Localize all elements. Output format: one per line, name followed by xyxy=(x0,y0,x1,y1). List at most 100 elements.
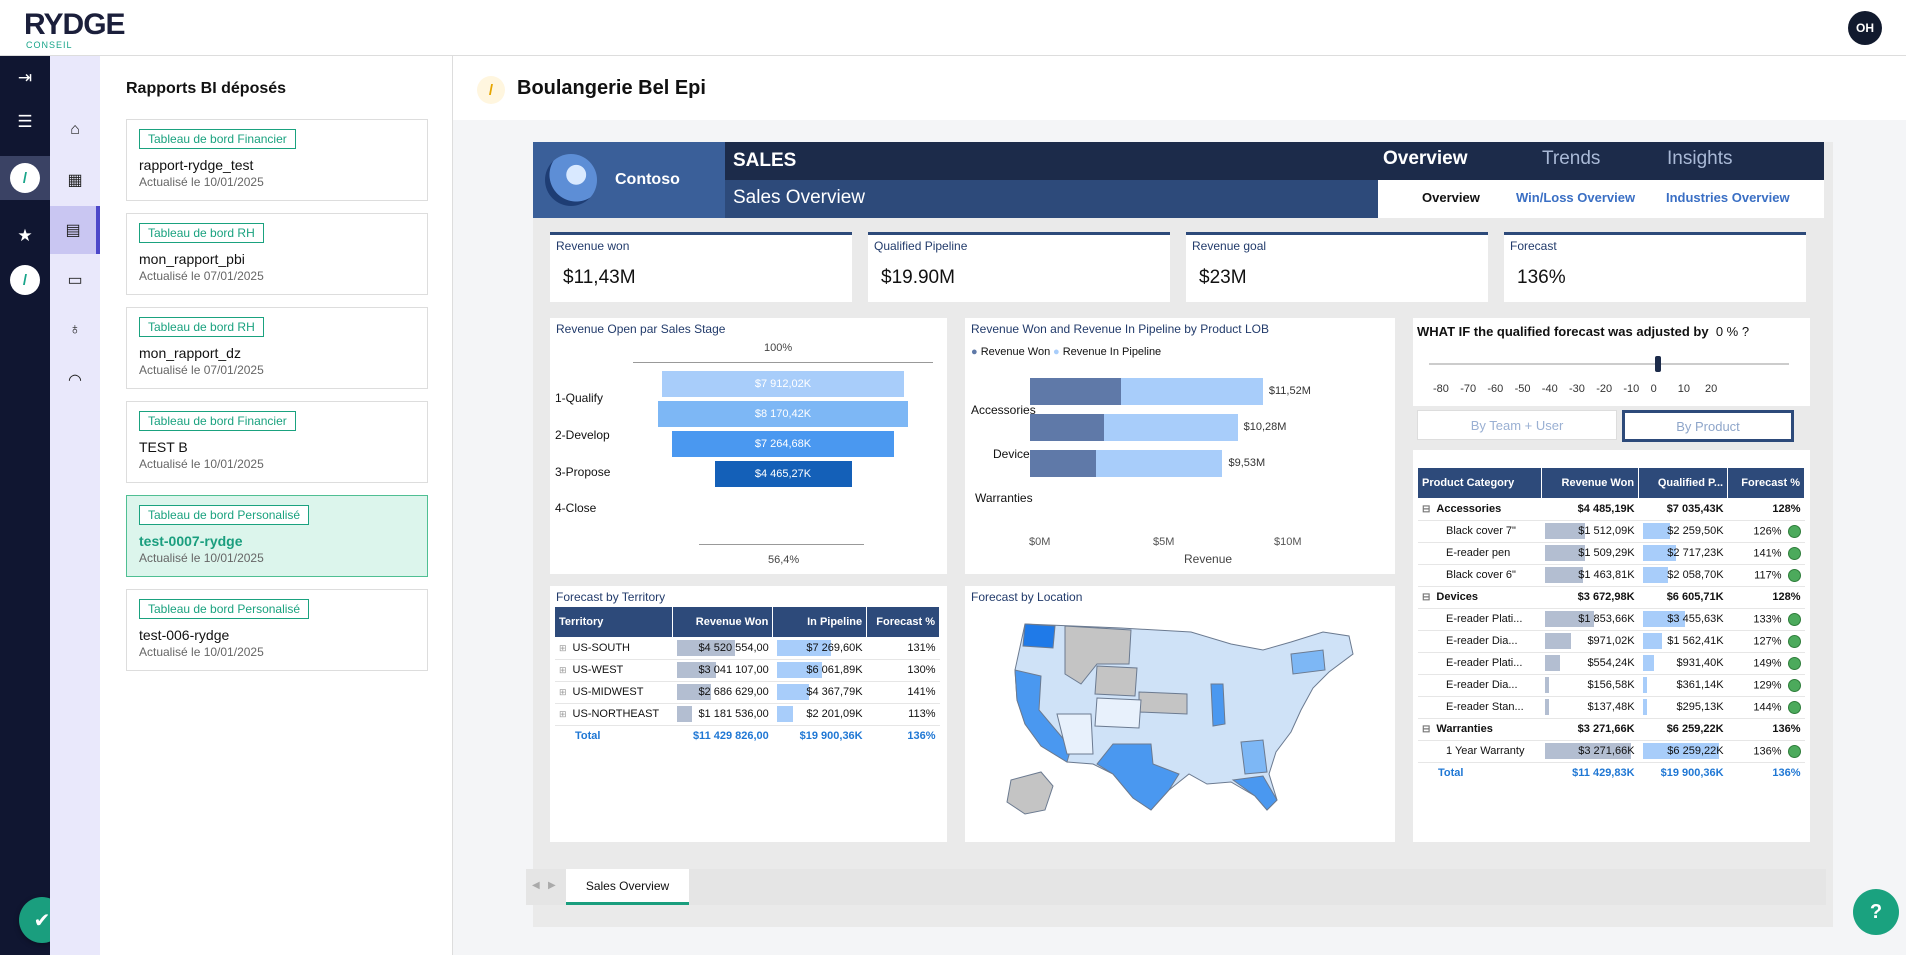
group-row[interactable]: ⊟ Warranties $3 271,66K $6 259,22K 136% xyxy=(1418,718,1805,741)
rydge-logo[interactable]: RYDGE CONSEIL xyxy=(24,8,126,51)
forecast-cell: 129% xyxy=(1727,674,1805,697)
by-product-toggle[interactable]: By Product xyxy=(1622,410,1794,442)
report-card[interactable]: Tableau de bord Financier rapport-rydge_… xyxy=(126,119,428,201)
building-icon[interactable]: ▦ xyxy=(67,172,83,189)
funnel-top-line xyxy=(633,362,933,363)
whatif-label: WHAT IF the qualified forecast was adjus… xyxy=(1417,324,1709,339)
funnel-visual[interactable]: Revenue Open par Sales Stage 100% 1-Qual… xyxy=(550,318,947,574)
subnav-industries[interactable]: Industries Overview xyxy=(1666,190,1790,205)
territory-name-cell: ⊞ US-SOUTH xyxy=(555,637,673,660)
lob-bar-pipeline[interactable] xyxy=(1120,378,1263,405)
expand-icon[interactable]: ⊞ xyxy=(559,687,567,697)
expand-icon[interactable]: ⊞ xyxy=(559,665,567,675)
status-circle-icon xyxy=(1787,656,1801,670)
primary-sidebar: ⇥ ☰ / ★ / xyxy=(0,56,50,955)
col-qualified-pipeline[interactable]: Qualified P... xyxy=(1638,468,1729,498)
nebraska xyxy=(1138,691,1188,715)
expand-icon[interactable]: ⊞ xyxy=(559,642,567,653)
table-row[interactable]: E-reader Plati... $1 853,66K $3 455,63K 133… xyxy=(1418,608,1805,631)
expand-icon[interactable]: ⊞ xyxy=(559,709,567,719)
folder-icon[interactable]: ▭ xyxy=(67,272,83,289)
forecast-value: 129% xyxy=(1753,678,1782,691)
piggy-bank-icon[interactable]: ♁ xyxy=(69,321,81,338)
table-row[interactable]: Black cover 7" $1 512,09K $2 259,50K 126% xyxy=(1418,520,1805,543)
location-map-visual[interactable]: Forecast by Location xyxy=(965,586,1395,842)
report-card[interactable]: Tableau de bord RH mon_rapport_dz Actual… xyxy=(126,307,428,389)
list-icon[interactable]: ☰ xyxy=(17,112,33,131)
funnel-bottom-line xyxy=(699,544,864,545)
expand-sidebar-icon[interactable]: ⇥ xyxy=(17,68,33,87)
territory-visual[interactable]: Forecast by Territory Territory Revenue … xyxy=(550,586,947,842)
report-icon[interactable]: ▤ xyxy=(50,206,100,254)
pipeline-cell: $6 259,22K xyxy=(1638,718,1728,741)
col-revenue-won[interactable]: Revenue Won xyxy=(1541,468,1640,498)
lob-bar-pipeline[interactable] xyxy=(1096,450,1223,477)
report-card[interactable]: Tableau de bord RH mon_rapport_pbi Actua… xyxy=(126,213,428,295)
whatif-slider-track[interactable] xyxy=(1429,363,1789,365)
col-in-pipeline[interactable]: In Pipeline xyxy=(772,607,868,637)
col-territory[interactable]: Territory xyxy=(555,607,674,637)
top-bar: RYDGE CONSEIL OH xyxy=(0,0,1906,56)
reports-title: Rapports BI déposés xyxy=(126,80,287,97)
subnav-winloss[interactable]: Win/Loss Overview xyxy=(1516,190,1636,205)
star-icon[interactable]: ★ xyxy=(17,226,33,245)
nav-insights[interactable]: Insights xyxy=(1667,148,1733,169)
gauge-icon[interactable]: ◠ xyxy=(68,372,82,389)
funnel-bar[interactable]: $8 170,42K xyxy=(658,401,908,427)
report-date: Actualisé le 10/01/2025 xyxy=(139,457,264,471)
collapse-icon[interactable]: ⊟ xyxy=(1422,503,1431,515)
report-card[interactable]: Tableau de bord Financier TEST B Actuali… xyxy=(126,401,428,483)
table-row[interactable]: E-reader Dia... $156,58K $361,14K 129% xyxy=(1418,674,1805,697)
lob-bar-pipeline[interactable] xyxy=(1104,414,1238,441)
product-visual[interactable]: Product Category Revenue Won Qualified P… xyxy=(1413,450,1810,842)
funnel-bar[interactable]: $7 264,68K xyxy=(672,431,894,457)
subnav-overview[interactable]: Overview xyxy=(1422,190,1480,205)
next-page-icon[interactable]: ▶ xyxy=(548,880,556,891)
kpi-card: Revenue won $11,43M xyxy=(550,232,852,302)
report-card[interactable]: Tableau de bord Personalisé test-006-ryd… xyxy=(126,589,428,671)
table-row[interactable]: ⊞ US-NORTHEAST $1 181 536,00 $2 201,09K 113% xyxy=(555,703,940,726)
workspace-rydge-2[interactable]: / xyxy=(0,258,50,302)
total-won: $11 429 826,00 xyxy=(692,730,769,743)
collapse-icon[interactable]: ⊟ xyxy=(1422,724,1431,735)
status-circle-icon xyxy=(1787,546,1801,560)
nav-overview[interactable]: Overview xyxy=(1383,148,1468,169)
lob-chart[interactable]: Revenue Won and Revenue In Pipeline by P… xyxy=(965,318,1395,574)
collapse-icon[interactable]: ⊟ xyxy=(1422,592,1431,603)
lob-bar-won[interactable] xyxy=(1030,450,1097,477)
table-row[interactable]: ⊞ US-WEST $3 041 107,00 $6 061,89K 130% xyxy=(555,659,940,682)
col-revenue-won[interactable]: Revenue Won xyxy=(672,607,774,637)
prev-page-icon[interactable]: ◀ xyxy=(532,880,540,891)
tab-sales-overview[interactable]: Sales Overview xyxy=(566,869,689,905)
funnel-bar-label: $8 170,42K xyxy=(754,408,812,420)
user-avatar[interactable]: OH xyxy=(1848,11,1882,45)
table-row[interactable]: E-reader Stan... $137,48K $295,13K 144% xyxy=(1418,696,1805,719)
lob-bar-won[interactable] xyxy=(1030,414,1105,441)
table-row[interactable]: 1 Year Warranty $3 271,66K $6 259,22K 136% xyxy=(1418,740,1805,763)
report-card-selected[interactable]: Tableau de bord Personalisé test-0007-ry… xyxy=(126,495,428,577)
help-button[interactable]: ? xyxy=(1853,889,1899,935)
table-row[interactable]: E-reader Plati... $554,24K $931,40K 149% xyxy=(1418,652,1805,675)
col-forecast[interactable]: Forecast % xyxy=(866,607,940,637)
pipeline-cell: $295,13K xyxy=(1638,696,1728,719)
whatif-slider-thumb[interactable] xyxy=(1654,356,1661,372)
nav-trends[interactable]: Trends xyxy=(1542,148,1601,169)
table-row[interactable]: Black cover 6" $1 463,81K $2 058,70K 117% xyxy=(1418,564,1805,587)
funnel-bar[interactable]: $4 465,27K xyxy=(714,461,852,487)
group-row[interactable]: ⊟ Devices $3 672,98K $6 605,71K 128% xyxy=(1418,586,1805,609)
territory-name: US-WEST xyxy=(572,664,624,676)
group-row[interactable]: ⊟ Accessories $4 485,19K $7 035,43K 128% xyxy=(1418,498,1805,521)
logo-text: RYDGE xyxy=(24,8,126,41)
lob-bar-won[interactable] xyxy=(1030,378,1121,405)
table-row[interactable]: ⊞ US-MIDWEST $2 686 629,00 $4 367,79K 141% xyxy=(555,681,940,704)
table-row[interactable]: E-reader Dia... $971,02K $1 562,41K 127% xyxy=(1418,630,1805,653)
home-icon[interactable]: ⌂ xyxy=(70,121,80,138)
table-row[interactable]: E-reader pen $1 509,29K $2 717,23K 141% xyxy=(1418,542,1805,565)
funnel-bar[interactable]: $7 912,02K xyxy=(662,371,904,397)
col-forecast[interactable]: Forecast % xyxy=(1727,468,1805,498)
table-row[interactable]: ⊞ US-SOUTH $4 520 554,00 $7 269,60K 131% xyxy=(555,637,940,660)
workspace-rydge-active[interactable]: / xyxy=(0,156,50,200)
total-label: Total xyxy=(1438,767,1464,780)
col-product-category[interactable]: Product Category xyxy=(1418,468,1542,498)
by-team-toggle[interactable]: By Team + User xyxy=(1417,410,1617,440)
